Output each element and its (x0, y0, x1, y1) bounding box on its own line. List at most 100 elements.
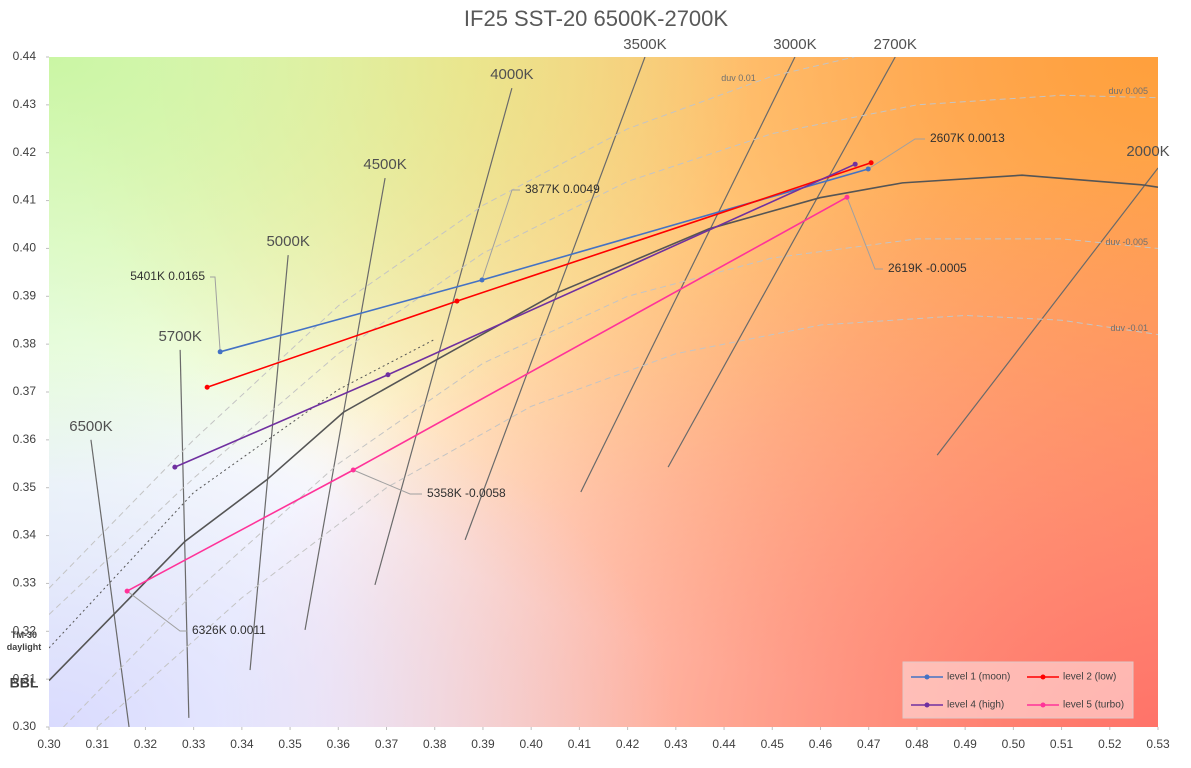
duv-line (96, 314, 1158, 727)
x-tick-label: 0.31 (86, 737, 110, 751)
annotation: 6326K 0.0011 (192, 623, 266, 637)
x-tick-label: 0.42 (616, 737, 640, 751)
x-tick-label: 0.40 (519, 737, 543, 751)
isotherm-line (667, 57, 896, 468)
data-point (454, 298, 460, 304)
data-point (204, 384, 210, 390)
x-tick-label: 0.41 (568, 737, 592, 751)
y-tick-label: 0.33 (13, 576, 37, 590)
y-tick-label: 0.37 (13, 384, 37, 398)
curve-label: 6500K (69, 418, 112, 435)
annotation: 2607K 0.0013 (930, 131, 1005, 145)
y-tick-label: 0.35 (13, 480, 37, 494)
y-tick-label: 0.34 (13, 528, 37, 542)
annotation: 2619K -0.0005 (888, 261, 967, 275)
isotherm-line (580, 57, 796, 493)
reference-curves (49, 57, 1158, 727)
x-tick-label: 0.49 (953, 737, 977, 751)
y-tick-label: 0.43 (13, 97, 37, 111)
x-tick-label: 0.44 (712, 737, 736, 751)
x-tick-label: 0.50 (1002, 737, 1026, 751)
curve-label: duv -0.01 (1110, 323, 1148, 333)
y-tick-label: 0.40 (13, 241, 37, 255)
annotation-leader (867, 138, 925, 170)
legend-marker (1040, 702, 1046, 708)
data-point (124, 588, 130, 594)
x-tick-label: 0.46 (809, 737, 833, 751)
series-line (206, 162, 872, 388)
annotation: 5401K 0.0165 (130, 269, 205, 283)
y-tick-label: 0.44 (13, 49, 37, 63)
chart-title: IF25 SST-20 6500K-2700K (464, 6, 728, 31)
isotherm-line (304, 177, 386, 630)
x-tick-label: 0.35 (278, 737, 302, 751)
annotation: 5358K -0.0058 (427, 486, 506, 500)
data-point (479, 277, 485, 283)
curve-label: 2700K (874, 36, 917, 53)
x-tick-label: 0.32 (134, 737, 158, 751)
x-tick-label: 0.39 (471, 737, 495, 751)
annotation-leader (846, 197, 883, 270)
x-tick-label: 0.52 (1098, 737, 1122, 751)
isotherm-line (464, 57, 646, 541)
legend-box (902, 661, 1134, 719)
curve-label: 4500K (363, 156, 406, 173)
y-tick-label: 0.39 (13, 288, 37, 302)
y-tick-label: 0.42 (13, 145, 37, 159)
annotation-leader (210, 276, 221, 352)
curve-label: 2000K (1126, 143, 1169, 160)
x-tick-label: 0.30 (37, 737, 61, 751)
x-tick-label: 0.38 (423, 737, 447, 751)
series-line (126, 196, 848, 592)
annotation-leader (353, 469, 422, 495)
data-point (868, 160, 874, 166)
data-point (217, 349, 223, 355)
legend-label: level 5 (turbo) (1063, 700, 1124, 711)
x-tick-label: 0.53 (1146, 737, 1170, 751)
curve-label: duv 0.01 (721, 73, 756, 83)
annotation-leader (126, 590, 187, 632)
legend-marker (1040, 674, 1046, 680)
curve-label: duv -0.005 (1105, 237, 1148, 247)
x-tick-label: 0.33 (182, 737, 206, 751)
isotherm-line (90, 439, 130, 727)
data-point (350, 467, 356, 473)
data-point (865, 166, 871, 172)
curve-label: 5000K (266, 233, 309, 250)
legend-label: level 1 (moon) (947, 672, 1010, 683)
isotherm-line (374, 87, 513, 586)
duv-line (63, 238, 1158, 727)
isotherm-line (179, 349, 190, 718)
curve-label: 3000K (773, 36, 816, 53)
x-tick-label: 0.51 (1050, 737, 1074, 751)
y-tick-label: 0.38 (13, 336, 37, 350)
annotation: 3877K 0.0049 (525, 182, 600, 196)
curve-label: BBL (10, 674, 39, 690)
data-point (852, 161, 858, 167)
y-tick-label: 0.32 (13, 623, 37, 637)
data-point (385, 372, 391, 378)
data-point (172, 464, 178, 470)
legend-label: level 4 (high) (947, 700, 1004, 711)
x-tick-label: 0.48 (905, 737, 929, 751)
isotherm-line (936, 167, 1158, 456)
legend-label: level 2 (low) (1063, 672, 1116, 683)
y-tick-label: 0.30 (13, 719, 37, 733)
curve-label: duv 0.005 (1108, 86, 1148, 96)
annotation-leader (481, 189, 520, 281)
curve-label: 3500K (623, 36, 666, 53)
isotherm-line (249, 255, 289, 671)
x-tick-label: 0.36 (327, 737, 351, 751)
x-tick-label: 0.37 (375, 737, 399, 751)
x-tick-label: 0.47 (857, 737, 881, 751)
y-tick-label: 0.41 (13, 193, 37, 207)
locus-line (49, 338, 435, 649)
legend-marker (924, 702, 930, 708)
y-tick-label: 0.31 (13, 671, 37, 685)
duv-line (49, 57, 855, 589)
locus-line (49, 174, 1158, 682)
y-tick-label: 0.36 (13, 432, 37, 446)
duv-line (49, 94, 1158, 615)
